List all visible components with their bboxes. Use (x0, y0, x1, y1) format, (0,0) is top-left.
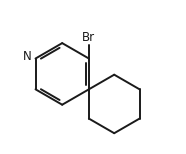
Text: N: N (23, 51, 32, 63)
Text: Br: Br (82, 31, 95, 44)
